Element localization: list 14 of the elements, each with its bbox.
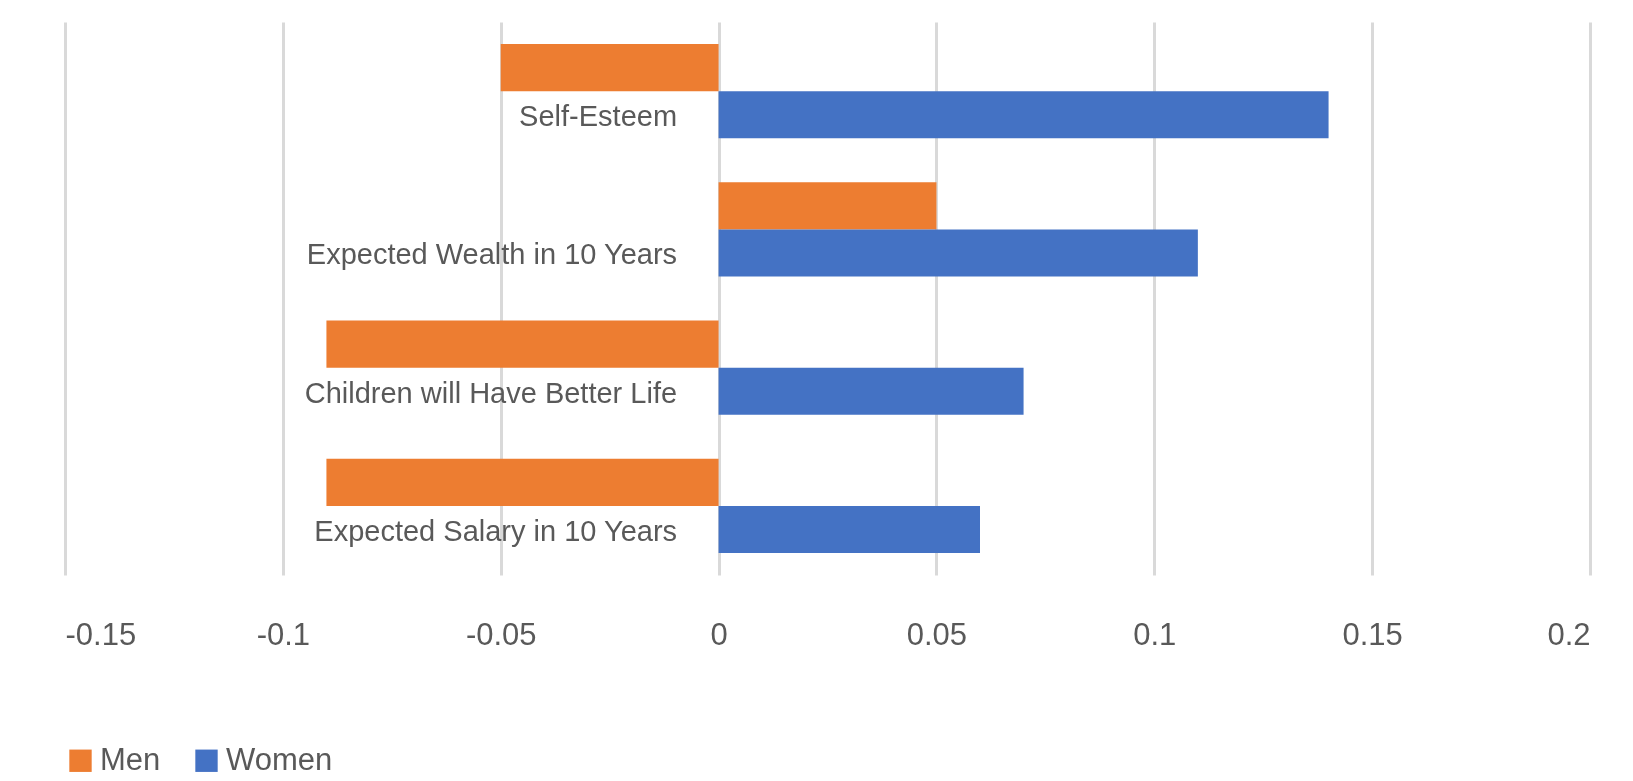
x-tick-label: -0.15 [65, 616, 137, 652]
y-tick-label: Children will Have Better Life [304, 376, 678, 409]
x-tick-label: 0.1 [1133, 616, 1177, 652]
legend-label: Women [226, 741, 333, 777]
x-tick-label: 0.2 [1547, 616, 1591, 652]
y-tick-label: Self-Esteem [519, 100, 678, 133]
y-tick-label: Expected Salary in 10 Years [314, 514, 678, 547]
x-tick-label: 0 [710, 616, 728, 652]
x-tick-label: -0.1 [256, 616, 311, 652]
x-tick-label: -0.05 [465, 616, 537, 652]
x-tick-label: 0.15 [1342, 616, 1403, 652]
x-tick-label: 0.05 [906, 616, 968, 652]
legend-label: Men [100, 741, 161, 777]
y-tick-label: Expected Wealth in 10 Years [306, 238, 678, 271]
